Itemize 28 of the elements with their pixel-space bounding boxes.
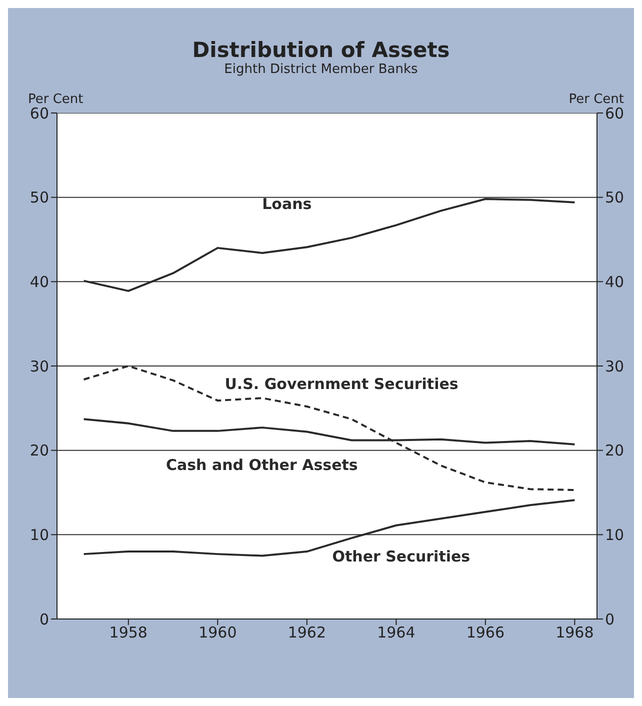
x-tick-label: 1966 <box>466 624 505 642</box>
y-tick-label: 40 <box>30 272 49 291</box>
x-tick-label: 1958 <box>109 624 148 642</box>
y-tick-label: 0 <box>39 610 49 628</box>
y-tick-label: 20 <box>30 442 49 460</box>
y2-tick-label: 0 <box>605 610 615 628</box>
y2-axis-title: Per Cent <box>568 92 624 107</box>
y2-tick-label: 40 <box>605 272 624 291</box>
y-tick-label: 50 <box>30 188 49 207</box>
y2-tick-label: 50 <box>605 188 624 207</box>
x-tick-label: 1968 <box>556 624 594 642</box>
y-tick-label: 60 <box>30 104 49 122</box>
x-tick-label: 1964 <box>377 624 416 642</box>
y-axis-title: Per Cent <box>28 92 84 107</box>
chart-title: Distribution of Assets <box>191 37 451 62</box>
x-tick-label: 1962 <box>288 624 326 642</box>
y2-tick-label: 20 <box>605 442 624 460</box>
y-tick-label: 30 <box>30 357 49 376</box>
y2-tick-label: 30 <box>605 357 624 376</box>
series-label: Other Securities <box>332 547 470 566</box>
y-tick-label: 10 <box>30 526 49 544</box>
chart-subtitle: Eighth District Member Banks <box>223 62 419 77</box>
y2-tick-label: 60 <box>605 104 624 122</box>
series-label: Cash and Other Assets <box>166 456 358 474</box>
y2-tick-label: 10 <box>605 526 624 544</box>
x-tick-label: 1960 <box>198 624 237 642</box>
series-label: U.S. Government Securities <box>224 375 458 394</box>
text: Loans <box>262 195 312 214</box>
